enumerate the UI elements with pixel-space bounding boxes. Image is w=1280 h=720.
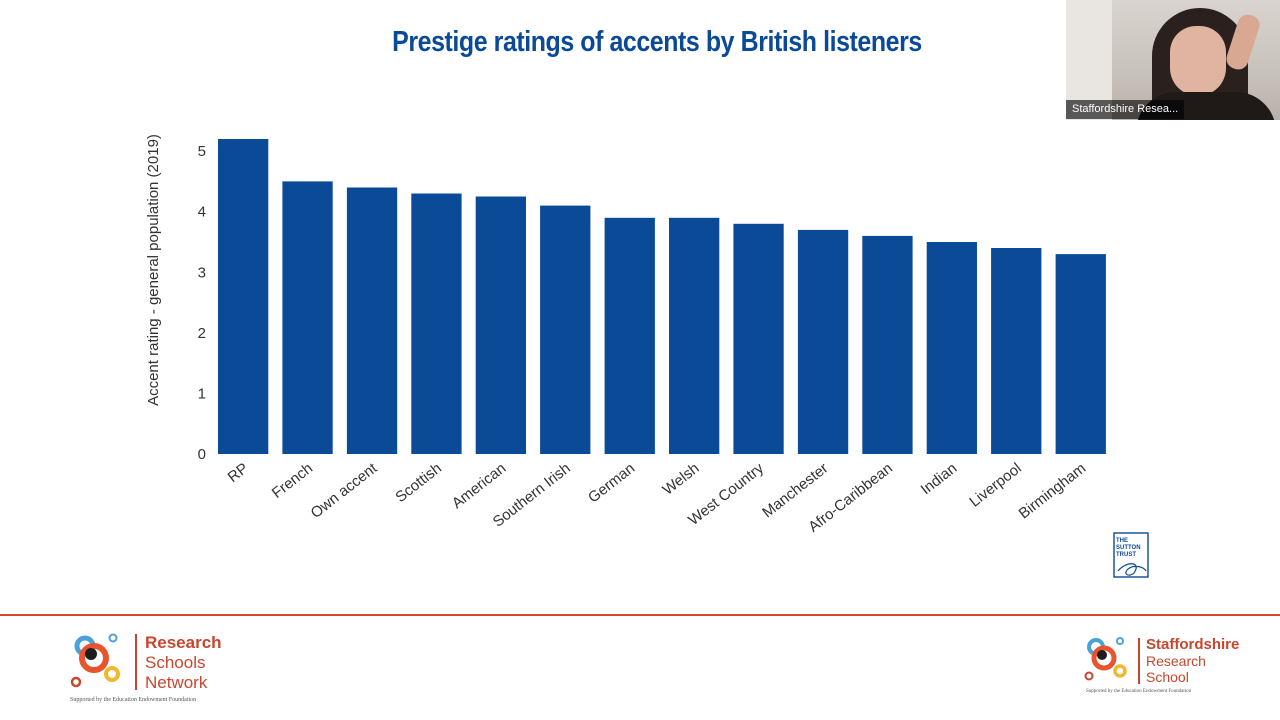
- bar: [926, 242, 977, 454]
- participant-name-label: Staffordshire Resea...: [1066, 100, 1185, 119]
- bar: [733, 223, 784, 454]
- y-tick-label: 4: [198, 204, 206, 221]
- bar: [862, 235, 913, 454]
- srs-line3: School: [1146, 669, 1189, 685]
- sutton-line3: TRUST: [1116, 552, 1136, 558]
- y-tick-label: 0: [198, 446, 206, 463]
- srs-support-text: Supported by the Education Endowment Fou…: [1086, 689, 1192, 694]
- footer-divider: [0, 614, 1280, 616]
- bar: [475, 196, 526, 454]
- x-tick-label: French: [269, 460, 316, 502]
- bar: [346, 187, 398, 454]
- participant-video-tile[interactable]: Staffordshire Resea...: [1066, 0, 1280, 120]
- y-tick-label: 5: [198, 143, 206, 160]
- sutton-line2: SUTTON: [1116, 545, 1141, 551]
- sutton-trust-logo: THE SUTTON TRUST: [1112, 531, 1150, 579]
- x-tick-label: Own accent: [308, 459, 382, 522]
- staffordshire-research-school-logo-icon: [1084, 637, 1127, 681]
- sutton-line1: THE: [1116, 538, 1128, 544]
- srs-divider: [1138, 638, 1140, 684]
- bar: [282, 181, 333, 454]
- x-tick-label: Liverpool: [966, 460, 1024, 511]
- y-axis-label-group: Accent rating - general population (2019…: [145, 134, 162, 406]
- srs-wordmark: Staffordshire Research School: [1146, 636, 1276, 686]
- bars: [218, 139, 1106, 454]
- x-tick-label: RP: [225, 460, 252, 486]
- bar: [797, 229, 849, 454]
- rsn-divider: [135, 634, 137, 690]
- srs-line2: Research: [1146, 653, 1206, 669]
- x-tick-label: German: [585, 460, 638, 507]
- bar: [1055, 254, 1106, 454]
- research-schools-network-logo-icon: [70, 633, 120, 688]
- rsn-line3: Network: [145, 673, 208, 692]
- y-ticks: 0 1 2 3 4 5: [198, 143, 206, 463]
- y-tick-label: 2: [198, 325, 206, 342]
- y-tick-label: 3: [198, 264, 206, 281]
- rsn-line1: Research: [145, 633, 222, 652]
- x-tick-label: Scottish: [392, 460, 445, 506]
- video-person-face: [1170, 26, 1226, 96]
- x-tick-label: Indian: [918, 460, 961, 499]
- slide-title: Prestige ratings of accents by British l…: [392, 26, 922, 58]
- bar: [218, 139, 269, 454]
- bar-chart: Accent rating - general population (2019…: [145, 134, 1106, 536]
- bar: [669, 217, 720, 454]
- srs-line1: Staffordshire: [1146, 636, 1240, 653]
- x-tick-label: Birmingham: [1016, 460, 1090, 523]
- rsn-line2: Schools: [145, 653, 206, 672]
- bar: [411, 193, 462, 454]
- rsn-support-text: Supported by the Education Endowment Fou…: [70, 697, 197, 703]
- x-tick-label: American: [449, 460, 509, 512]
- bar: [991, 248, 1042, 454]
- bar: [540, 205, 591, 454]
- rsn-wordmark: Research Schools Network: [145, 633, 255, 693]
- bar: [604, 217, 655, 454]
- x-tick-label: Welsh: [659, 460, 702, 499]
- y-axis-label: Accent rating - general population (2019…: [145, 134, 162, 406]
- y-tick-label: 1: [198, 385, 206, 402]
